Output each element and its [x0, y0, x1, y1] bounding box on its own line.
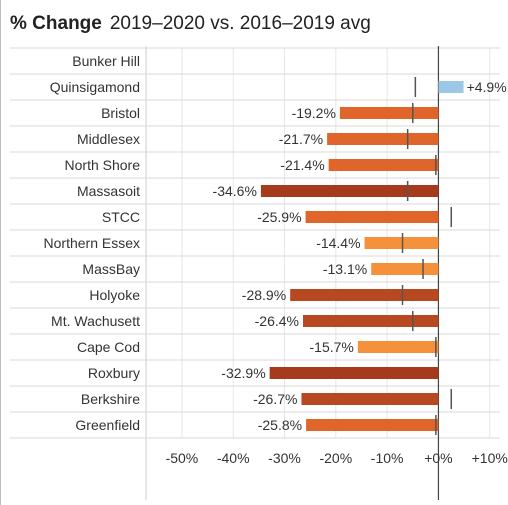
- data-label: -28.9%: [242, 287, 286, 303]
- category-label: Roxbury: [88, 365, 140, 381]
- bar: [290, 289, 439, 301]
- category-label: Bristol: [101, 105, 140, 121]
- category-label: North Shore: [65, 157, 141, 173]
- category-label: Mt. Wachusett: [51, 313, 140, 329]
- bar: [327, 133, 439, 145]
- bar: [339, 107, 439, 119]
- data-label: -26.4%: [255, 313, 299, 329]
- bar: [371, 263, 439, 275]
- bar: [357, 341, 439, 353]
- category-label: Berkshire: [81, 391, 140, 407]
- bar: [364, 237, 439, 249]
- data-label: -15.7%: [310, 339, 354, 355]
- chart-title: % Change 2019–2020 vs. 2016–2019 avg: [10, 12, 371, 36]
- bar: [306, 419, 439, 431]
- bar: [438, 81, 464, 93]
- bar: [328, 159, 439, 171]
- category-label: Quinsigamond: [50, 79, 140, 95]
- x-tick-label: -30%: [268, 450, 301, 466]
- data-label: -34.6%: [213, 183, 257, 199]
- category-label: Cape Cod: [77, 339, 140, 355]
- bar: [269, 367, 439, 379]
- category-label: Northern Essex: [44, 235, 140, 251]
- x-tick-label: -40%: [217, 450, 250, 466]
- category-label: Middlesex: [77, 131, 140, 147]
- x-tick-label: -10%: [371, 450, 404, 466]
- x-tick-label: -20%: [319, 450, 352, 466]
- data-label: -25.9%: [257, 209, 301, 225]
- data-label: -21.7%: [279, 131, 323, 147]
- data-label: -13.1%: [323, 261, 367, 277]
- data-label: -26.7%: [253, 391, 297, 407]
- data-label: -21.4%: [280, 157, 324, 173]
- x-tick-label: +10%: [472, 450, 508, 466]
- chart-title-bold: % Change: [10, 13, 102, 34]
- category-label: Massasoit: [77, 183, 140, 199]
- category-label: Greenfield: [75, 417, 140, 433]
- bar: [305, 211, 439, 223]
- data-label: -14.4%: [316, 235, 360, 251]
- x-tick-label: -50%: [166, 450, 199, 466]
- x-tick-label: +0%: [424, 450, 452, 466]
- category-label: STCC: [102, 209, 140, 225]
- bar: [302, 315, 439, 327]
- category-label: Holyoke: [89, 287, 140, 303]
- data-label: -19.2%: [292, 105, 336, 121]
- data-label: -32.9%: [221, 365, 265, 381]
- chart-subtitle: 2019–2020 vs. 2016–2019 avg: [109, 13, 371, 34]
- bar: [260, 185, 439, 197]
- category-label: Bunker Hill: [72, 53, 140, 69]
- data-label: +4.9%: [467, 79, 507, 95]
- data-label: -25.8%: [258, 417, 302, 433]
- category-label: MassBay: [82, 261, 140, 277]
- bar: [301, 393, 439, 405]
